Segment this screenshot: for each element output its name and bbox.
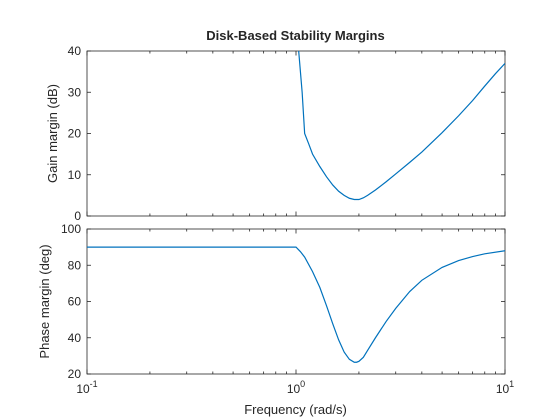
y-tick-label-1-2: 60 [68, 295, 82, 309]
x-tick-label-0: 10-1 [76, 379, 97, 396]
x-tick-label-1: 100 [287, 379, 305, 396]
phase-margin-axes: 20 40 60 80 100 10-1 100 101 [61, 222, 514, 396]
plot-area-0 [86, 50, 506, 217]
gain-margin-axes: 0 10 20 30 40 [68, 44, 506, 223]
plot-area-1 [86, 228, 506, 375]
y-tick-label-0-2: 20 [68, 127, 82, 141]
phase-margin-y-axis-label: Phase margin (deg) [37, 244, 52, 358]
y-tick-label-1-3: 80 [68, 258, 82, 272]
y-tick-label-0-3: 30 [68, 85, 82, 99]
phase-margin-curve [87, 246, 505, 363]
gain-margin-y-axis-label: Gain margin (dB) [45, 84, 60, 183]
y-tick-label-1-0: 20 [68, 367, 82, 381]
chart-title: Disk-Based Stability Margins [206, 28, 384, 43]
y-tick-label-0-0: 0 [74, 209, 81, 223]
x-axis-label: Frequency (rad/s) [244, 402, 347, 417]
y-tick-label-1-4: 100 [61, 222, 81, 236]
y-tick-label-0-1: 10 [68, 168, 82, 182]
x-tick-label-2: 101 [496, 379, 514, 396]
y-tick-label-1-1: 40 [68, 331, 82, 345]
y-tick-label-0-4: 40 [68, 44, 82, 58]
gain-margin-curve [298, 51, 505, 201]
